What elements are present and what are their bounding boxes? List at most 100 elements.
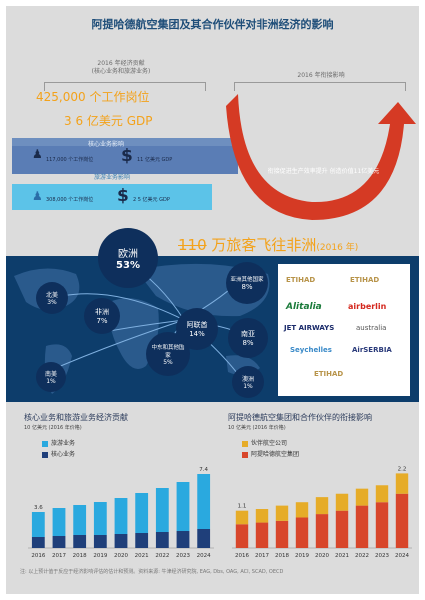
chart1-bar-2023-旅游业务 — [176, 482, 190, 531]
jet-airways-logo: JET AIRWAYS — [284, 324, 335, 332]
chart1-bar-2020-旅游业务 — [114, 498, 128, 534]
etihad-logo: ETIHAD — [286, 276, 316, 284]
economic-contribution-label: 2016 年经济贡献 (核心业务和旅游业务) — [46, 60, 196, 76]
chart1-tick-label: 2019 — [93, 553, 107, 559]
chart1-bar-2024-核心业务 — [197, 529, 211, 548]
chart2-data-label: 1.1 — [238, 504, 247, 510]
chart1-bar-2024-旅游业务 — [197, 474, 211, 529]
legend-swatch — [42, 440, 48, 447]
total-gdp: 3 6 亿美元 GDP — [64, 114, 153, 128]
footnote: 注: 以上预计值于反应于经济影响评估的估计和预测。资料来源: 牛津经济研究院, … — [20, 569, 284, 575]
chart1-bar-2021-核心业务 — [135, 533, 149, 548]
chart1-bar-2016-旅游业务 — [31, 512, 45, 537]
bubble-south-america: 南美 1% — [36, 362, 66, 392]
region-pct: 7% — [96, 317, 108, 325]
chart1-legend-tourism: 旅游业务 — [42, 438, 75, 447]
air-serbia-logo: AirSERBIA — [352, 346, 392, 354]
alitalia-logo: Alitalia — [286, 302, 322, 312]
chart1-legend-core: 核心业务 — [42, 449, 75, 458]
legend-label: 伙伴航空公司 — [251, 440, 288, 447]
chart2-bar-2024-阿提哈德航空集团 — [395, 493, 409, 548]
chart1-tick-label: 2017 — [52, 553, 66, 559]
connectivity-value: 衔接促进生产效率提升 创造价值11亿美元 — [267, 168, 380, 175]
legend-label: 阿提哈德航空集团 — [251, 451, 300, 458]
chart2-title: 阿提哈德航空集团和合作伙伴的衔接影响 — [228, 413, 372, 422]
chart2-plot: 2016 1.1 2017 2018 2019 2020 2021 2022 2023 2024 2… — [232, 466, 412, 559]
chart2-bar-2017-阿提哈德航空集团 — [255, 522, 269, 548]
chart1-tick-label: 2018 — [73, 553, 87, 559]
chart2-data-label: 2.2 — [398, 466, 407, 472]
chart1-bar-2016-核心业务 — [31, 537, 45, 548]
dollar-icon: $ — [117, 186, 129, 206]
chart1-bar-2018-核心业务 — [73, 535, 87, 548]
chart2-bar-2017-伙伴航空公司 — [255, 509, 269, 523]
chart1-unit: 10 亿美元 (2016 年价格) — [24, 425, 82, 431]
region-pct: 8% — [242, 339, 254, 347]
legend-label: 旅游业务 — [51, 440, 76, 447]
connectivity-impact-label: 2016 年衔接影响 — [297, 72, 345, 79]
bubble-africa: 非洲 7% — [84, 298, 120, 334]
chart2-legend-partners: 伙伴航空公司 — [242, 438, 287, 447]
chart2-tick-label: 2019 — [295, 553, 309, 559]
chart1-plot: 2016 3.6 2017 2018 2019 2020 2021 2022 2023 2024 7… — [28, 467, 214, 559]
bubble-europe: 欧洲 53% — [98, 228, 158, 288]
chart2-tick-label: 2020 — [315, 553, 329, 559]
chart2-bar-2019-伙伴航空公司 — [295, 502, 309, 518]
left-bracket — [44, 82, 206, 91]
region-name: 南美 — [44, 371, 57, 378]
chart2-bar-2018-伙伴航空公司 — [275, 505, 289, 521]
chart1-bar-2018-旅游业务 — [73, 505, 87, 535]
person-icon: ♟ — [32, 147, 43, 161]
chart1-tick-label: 2023 — [176, 553, 190, 559]
etihad-partner-logo: ETIHAD — [350, 276, 380, 284]
connectivity-arrow — [226, 94, 416, 220]
chart2-bar-2023-阿提哈德航空集团 — [375, 502, 389, 548]
core-impact-band-inner — [12, 146, 238, 174]
partner-logos: ETIHAD ETIHAD Alitalia airberlin JET AIR… — [278, 264, 410, 396]
economic-contribution-subtitle: (核心业务和旅游业务) — [91, 68, 151, 75]
region-name: 南亚 — [241, 330, 255, 338]
chart2-legend-etihad: 阿提哈德航空集团 — [242, 449, 299, 458]
tourism-gdp: 2 5 亿美元 GDP — [133, 197, 170, 203]
tourism-impact-band — [12, 184, 212, 210]
region-pct: 1% — [46, 378, 56, 385]
infographic: 阿提哈德航空集团及其合作伙伴对非洲经济的影响 2016 年经济贡献 (核心业务和… — [6, 6, 419, 594]
total-jobs: 425,000 个工作岗位 — [36, 90, 150, 104]
chart1-bar-2020-核心业务 — [114, 534, 128, 548]
chart1-title: 核心业务和旅游业务经济贡献 — [24, 413, 128, 422]
chart1-tick-label: 2024 — [197, 553, 211, 559]
tourism-impact-label: 旅游业务影响 — [94, 174, 131, 181]
passengers-headline: 110 万旅客飞往非洲(2016 年) — [178, 234, 358, 255]
chart2-bar-2016-伙伴航空公司 — [235, 510, 249, 525]
chart2-bar-2021-阿提哈德航空集团 — [335, 510, 349, 548]
route-map: 欧洲 53% 北美 3% 非洲 7% 中东和其他国家 5% 南美 1% 阿联酋 … — [6, 228, 419, 402]
chart2-tick-label: 2016 — [235, 553, 249, 559]
chart1-bar-2021-旅游业务 — [135, 493, 149, 533]
chart2-bar-2021-伙伴航空公司 — [335, 493, 349, 511]
air-seychelles-logo: Seychelles — [290, 346, 332, 354]
chart1-bar-2022-旅游业务 — [155, 488, 169, 532]
region-name: 阿联酋 — [186, 321, 208, 329]
chart1-data-label: 7.4 — [199, 467, 208, 473]
region-pct: 1% — [243, 383, 253, 390]
chart2-bar-2024-伙伴航空公司 — [395, 473, 409, 494]
bubble-other-asia: 亚洲其他国家 8% — [226, 262, 268, 304]
legend-swatch — [242, 440, 248, 447]
legend-swatch — [242, 451, 248, 458]
chart2-bar-2020-伙伴航空公司 — [315, 497, 329, 515]
chart2-tick-label: 2018 — [275, 553, 289, 559]
bubble-south-asia: 南亚 8% — [228, 318, 268, 358]
chart2-bar-2022-伙伴航空公司 — [355, 488, 369, 506]
chart2-tick-label: 2021 — [335, 553, 349, 559]
economic-contribution-title: 2016 年经济贡献 — [97, 60, 145, 67]
region-name: 北美 — [45, 292, 58, 299]
region-pct: 14% — [189, 330, 205, 338]
core-impact-label: 核心业务影响 — [88, 141, 125, 148]
chart2-bar-2020-阿提哈德航空集团 — [315, 514, 329, 548]
bubble-australia: 澳洲 1% — [232, 366, 264, 398]
chart1-tick-label: 2021 — [135, 553, 149, 559]
chart2-tick-label: 2024 — [395, 553, 409, 559]
chart1-tick-label: 2022 — [155, 553, 169, 559]
region-name: 非洲 — [95, 308, 109, 316]
chart1-bar-2017-旅游业务 — [52, 508, 66, 536]
